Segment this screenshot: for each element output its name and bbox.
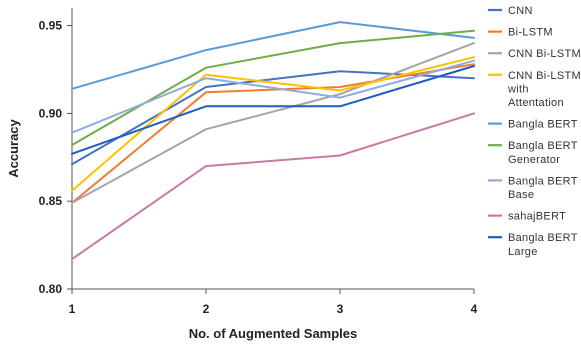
y-axis-title: Accuracy	[6, 118, 21, 177]
legend-label: Bangla BERT	[508, 140, 578, 152]
legend-label: CNN Bi-LSTM	[508, 48, 581, 60]
y-tick-label: 0.95	[39, 19, 63, 33]
legend-label: Large	[508, 246, 538, 258]
chart-axes	[71, 8, 474, 290]
legend-label: Bangla BERT	[508, 232, 578, 244]
x-tick-label: 4	[471, 302, 478, 316]
y-ticks: 0.80 0.85 0.90 0.95	[39, 19, 72, 296]
y-tick-label: 0.80	[39, 282, 63, 296]
legend-label: Generator	[508, 154, 560, 166]
x-ticks: 1 2 3 4	[69, 289, 478, 316]
y-tick-label: 0.90	[39, 106, 63, 120]
series-line-6	[71, 59, 475, 134]
legend-label: with	[507, 83, 529, 95]
series-line-2	[71, 42, 475, 204]
series-line-1	[71, 63, 475, 204]
legend-label: sahajBERT	[508, 211, 566, 223]
series-line-8	[71, 65, 475, 155]
x-tick-label: 3	[337, 302, 344, 316]
legend-item: sahajBERT	[488, 211, 566, 223]
legend-item: Bi-LSTM	[488, 27, 553, 39]
legend-item: Bangla BERT Base	[488, 175, 578, 201]
legend-item: Bangla BERT Generator	[488, 140, 578, 166]
x-tick-label: 2	[203, 302, 210, 316]
x-axis-title: No. of Augmented Samples	[189, 326, 358, 341]
legend-label: Bi-LSTM	[508, 27, 553, 39]
series-line-3	[71, 56, 475, 192]
legend-label: Bangla BERT	[508, 119, 578, 131]
legend-item: CNN	[488, 5, 533, 17]
legend-label: Base	[508, 189, 534, 201]
legend-label: Bangla BERT	[508, 175, 578, 187]
legend-label: CNN	[508, 5, 533, 17]
series-line-7	[71, 112, 475, 261]
y-tick-label: 0.85	[39, 194, 63, 208]
legend-item: CNN Bi-LSTM	[488, 48, 581, 60]
legend-item: Bangla BERT Large	[488, 232, 578, 258]
x-tick-label: 1	[69, 302, 76, 316]
series-lines	[71, 21, 475, 261]
series-line-4	[71, 21, 475, 90]
legend-item: Bangla BERT	[488, 119, 578, 131]
legend-label: Attentation	[508, 97, 564, 109]
legend-label: CNN Bi-LSTM	[508, 70, 581, 82]
